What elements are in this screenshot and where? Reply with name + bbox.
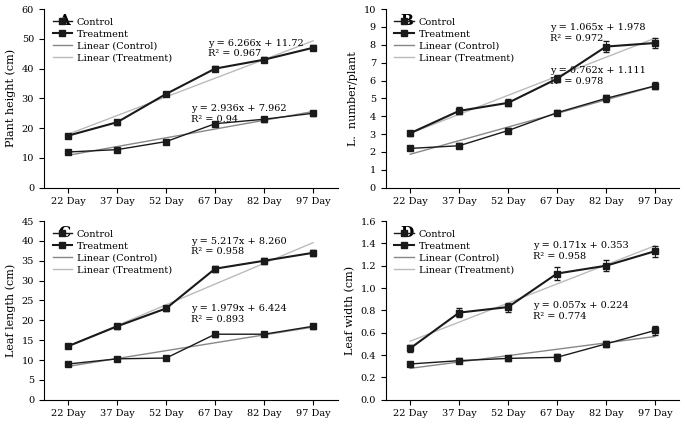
Legend: Control, Treatment, Linear (Control), Linear (Treatment): Control, Treatment, Linear (Control), Li… [49, 14, 176, 67]
Text: A: A [58, 14, 71, 28]
Text: C: C [58, 226, 71, 240]
Text: y = 2.936x + 7.962
R² = 0.94: y = 2.936x + 7.962 R² = 0.94 [190, 104, 286, 124]
Text: y = 1.065x + 1.978
R² = 0.972: y = 1.065x + 1.978 R² = 0.972 [549, 23, 645, 43]
Text: y = 0.171x + 0.353
R² = 0.958: y = 0.171x + 0.353 R² = 0.958 [532, 241, 628, 261]
Text: D: D [400, 226, 414, 240]
Legend: Control, Treatment, Linear (Control), Linear (Treatment): Control, Treatment, Linear (Control), Li… [49, 226, 176, 279]
Text: y = 6.266x + 11.72
R² = 0.967: y = 6.266x + 11.72 R² = 0.967 [208, 39, 303, 58]
Text: y = 5.217x + 8.260
R² = 0.958: y = 5.217x + 8.260 R² = 0.958 [190, 237, 286, 257]
Text: B: B [400, 14, 413, 28]
Text: y = 1.979x + 6.424
R² = 0.893: y = 1.979x + 6.424 R² = 0.893 [190, 304, 286, 324]
Legend: Control, Treatment, Linear (Control), Linear (Treatment): Control, Treatment, Linear (Control), Li… [390, 226, 518, 279]
Y-axis label: Leaf length (cm): Leaf length (cm) [5, 264, 16, 357]
Y-axis label: Leaf width (cm): Leaf width (cm) [345, 266, 355, 355]
Text: y = 0.057x + 0.224
R² = 0.774: y = 0.057x + 0.224 R² = 0.774 [532, 301, 628, 321]
Y-axis label: L.  number/plant: L. number/plant [348, 51, 358, 146]
Y-axis label: Plant height (cm): Plant height (cm) [5, 49, 16, 148]
Text: y = 0.762x + 1.111
R² = 0.978: y = 0.762x + 1.111 R² = 0.978 [549, 66, 645, 86]
Legend: Control, Treatment, Linear (Control), Linear (Treatment): Control, Treatment, Linear (Control), Li… [390, 14, 518, 67]
